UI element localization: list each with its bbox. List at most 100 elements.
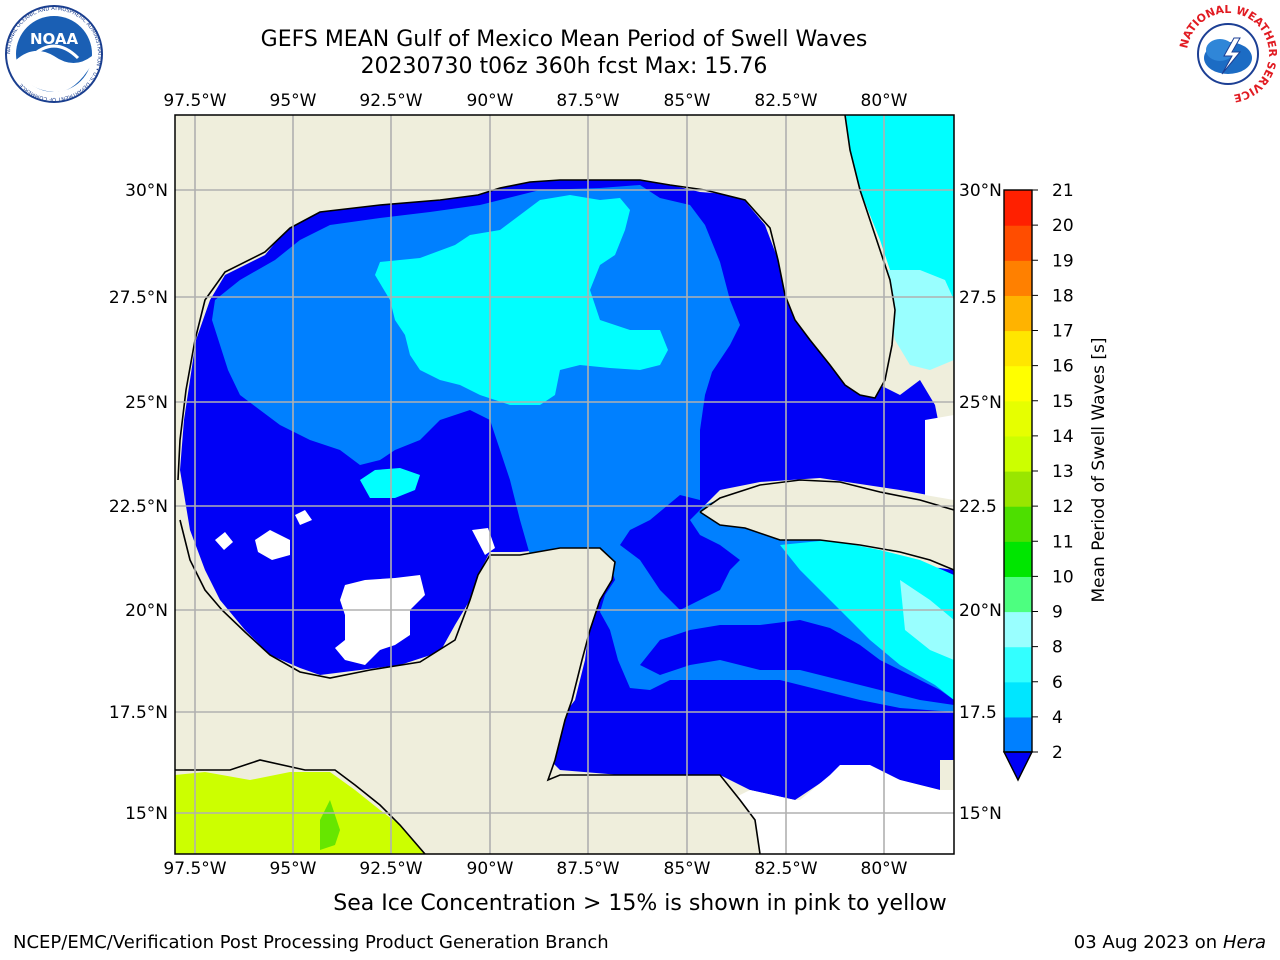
map-frame: [174, 114, 955, 855]
lon-tick-label: 92.5°W: [359, 91, 422, 111]
noaa-logo-text: NOAA: [30, 30, 79, 48]
lon-tick-label: 87.5°W: [556, 91, 619, 111]
no-data-region: [255, 530, 290, 560]
lon-tick-label: 80°W: [861, 91, 908, 111]
ocean-pale-region: [885, 270, 954, 370]
lon-tick-label: 82.5°W: [754, 91, 817, 111]
lon-tick-label: 95°W: [270, 859, 317, 879]
lon-tick-label: 80°W: [861, 859, 908, 879]
no-data-region: [295, 510, 312, 525]
colorbar-tick-label: 6: [1052, 673, 1063, 693]
coastline: [175, 759, 426, 854]
colorbar-segment: [1004, 365, 1032, 402]
gridlines: [175, 115, 954, 854]
lon-tick-label: 90°W: [467, 91, 514, 111]
noaa-logo-icon: NATIONAL OCEANIC AND ATMOSPHERIC ADMINIS…: [5, 5, 103, 103]
date-stamp: 03 Aug 2023 on Hera: [1074, 932, 1266, 953]
colorbar-tick-label: 20: [1052, 216, 1074, 236]
nws-logo-icon: NATIONAL WEATHER SERVICE: [1178, 4, 1278, 104]
colorbar-tick-label: 9: [1052, 603, 1063, 623]
ocean-pale-region: [900, 580, 954, 660]
lon-tick-label: 90°W: [467, 859, 514, 879]
lon-tick-label: 85°W: [664, 859, 711, 879]
colorbar-tick-label: 10: [1052, 567, 1074, 587]
lat-tick-label: 27.5: [959, 288, 997, 308]
us-coast-land: [175, 115, 845, 560]
colorbar-tick-label: 15: [1052, 392, 1074, 412]
colorbar-segment: [1004, 190, 1032, 226]
colorbar-tick-label: 18: [1052, 286, 1074, 306]
date-text: 03 Aug 2023 on: [1073, 932, 1218, 953]
yucatan-land: [175, 548, 760, 854]
colorbar-segment: [1004, 400, 1032, 437]
lat-tick-label: 25°N: [125, 393, 168, 413]
colorbar-tick-label: 17: [1052, 322, 1074, 342]
ocean-light-region: [360, 468, 420, 498]
no-data-region: [215, 532, 233, 550]
lon-tick-label: 85°W: [664, 91, 711, 111]
lon-tick-label: 82.5°W: [754, 859, 817, 879]
sea-ice-note-text: Sea Ice Concentration > 15% is shown in …: [333, 891, 947, 916]
no-data-region: [925, 415, 954, 500]
colorbar-segment: [1004, 330, 1032, 367]
colorbar-segment: [1004, 506, 1032, 542]
colorbar-segment: [1004, 611, 1032, 648]
colorbar-segment: [1004, 646, 1032, 683]
colorbar-segment: [1004, 471, 1032, 507]
colorbar-segment: [1004, 576, 1032, 613]
lon-tick-label: 97.5°W: [163, 859, 226, 879]
no-data-region: [335, 575, 425, 665]
colorbar: 2 4 6 8 9 10 11 12 13 14 15 16 17 18 19 20 21: [1002, 181, 1074, 782]
colorbar-tick-label: 21: [1052, 181, 1074, 201]
colorbar-segment: [1004, 716, 1032, 753]
mexico-land: [175, 480, 270, 660]
colorbar-tick-label: 12: [1052, 497, 1074, 517]
lat-tick-label: 15°N: [959, 804, 1002, 824]
lat-tick-label: 20°N: [125, 601, 168, 621]
lon-ticks-bottom: 97.5°W 95°W 92.5°W 90°W 87.5°W 85°W 82.5°W 80°W: [163, 859, 907, 879]
ocean-light-region: [780, 540, 954, 700]
lat-tick-label: 25°N: [959, 393, 1002, 413]
colorbar-segment: [1004, 295, 1032, 332]
colorbar-tick-label: 14: [1052, 427, 1074, 447]
colorbar-segment: [1004, 681, 1032, 718]
coastline: [699, 479, 954, 571]
coastline: [179, 519, 761, 854]
lon-tick-label: 95°W: [270, 91, 317, 111]
ocean-light-region: [375, 195, 668, 405]
chart-title: GEFS MEAN Gulf of Mexico Mean Period of …: [260, 27, 868, 52]
lat-tick-label: 22.5°N: [109, 497, 168, 517]
lon-tick-label: 92.5°W: [359, 859, 422, 879]
lat-tick-label: 27.5°N: [109, 288, 168, 308]
lat-ticks-right: 30°N 27.5 25°N 22.5 20°N 17.5 15°N: [959, 181, 1002, 824]
colorbar-tick-label: 11: [1052, 532, 1074, 552]
lon-tick-label: 97.5°W: [163, 91, 226, 111]
lat-tick-label: 17.5°N: [109, 703, 168, 723]
cuba-land: [700, 480, 954, 570]
lat-ticks-left: 30°N 27.5°N 25°N 22.5°N 20°N 17.5°N 15°N: [109, 181, 168, 824]
lat-tick-label: 30°N: [959, 181, 1002, 201]
colorbar-segment: [1004, 225, 1032, 261]
colorbar-segment: [1004, 260, 1032, 296]
map-area: [175, 115, 954, 854]
colorbar-tick-label: 13: [1052, 462, 1074, 482]
chart-subtitle: 20230730 t06z 360h fcst Max: 15.76: [360, 54, 768, 79]
colorbar-segment: [1004, 541, 1032, 577]
lat-tick-label: 17.5: [959, 703, 997, 723]
florida-land: [705, 115, 895, 398]
colorbar-extend-arrow: [1002, 751, 1034, 782]
lat-tick-label: 20°N: [959, 601, 1002, 621]
colorbar-tick-label: 4: [1052, 708, 1063, 728]
host-text: Hera: [1222, 932, 1266, 953]
colorbar-tick-label: 2: [1052, 743, 1063, 763]
credit-text: NCEP/EMC/Verification Post Processing Pr…: [13, 932, 609, 953]
lat-tick-label: 22.5: [959, 497, 997, 517]
colorbar-tick-label: 8: [1052, 638, 1063, 658]
colorbar-segment: [1004, 435, 1032, 472]
lon-ticks-top: 97.5°W 95°W 92.5°W 90°W 87.5°W 85°W 82.5°W 80°W: [163, 91, 907, 111]
colorbar-tick-label: 19: [1052, 251, 1074, 271]
lon-tick-label: 87.5°W: [556, 859, 619, 879]
coastline: [177, 115, 896, 481]
lat-tick-label: 15°N: [125, 804, 168, 824]
